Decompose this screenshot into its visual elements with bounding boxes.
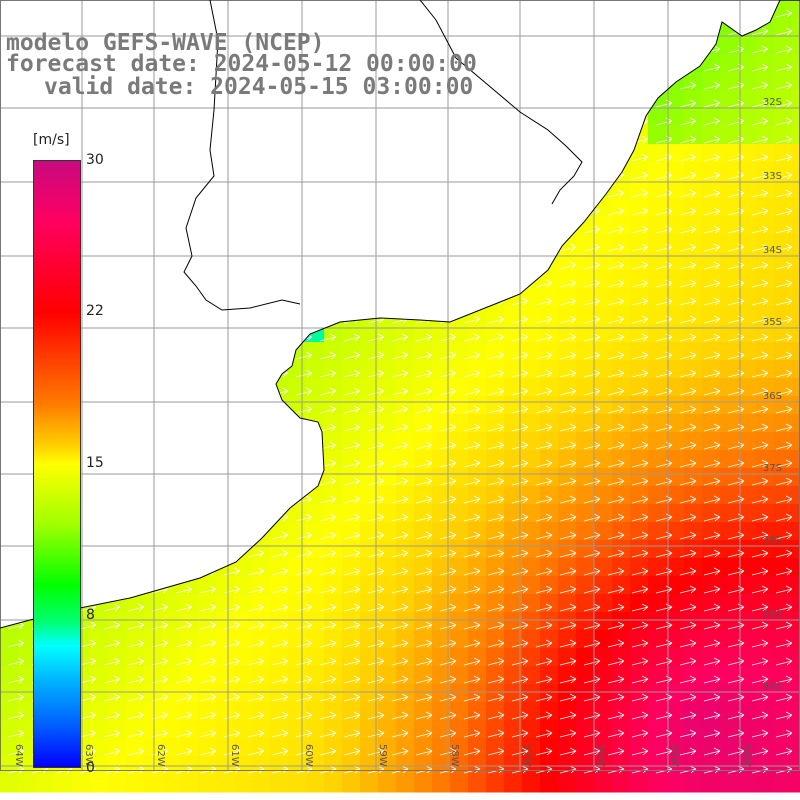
lat-label: 34S	[763, 245, 782, 256]
lon-label: 63W	[83, 744, 94, 767]
valid-date: valid date: 2024-05-15 03:00:00	[44, 74, 474, 100]
colorbar-tick-8: 8	[86, 607, 95, 623]
colorbar-tick-22: 22	[86, 303, 104, 319]
colorbar-tick-0: 0	[86, 760, 95, 776]
lat-label: 40S	[763, 681, 782, 692]
forecast-date: forecast date: 2024-05-12 00:00:00	[6, 51, 477, 77]
lon-label: 57W	[521, 744, 532, 767]
lon-label: 61W	[229, 744, 240, 767]
lon-label: 64W	[13, 744, 24, 767]
colorbar-tick-30: 30	[86, 152, 104, 168]
colorbar-unit: [m/s]	[33, 132, 70, 148]
lon-label: 60W	[303, 744, 314, 767]
lat-label: 35S	[763, 317, 782, 328]
colorbar-tick-15: 15	[86, 455, 104, 471]
lon-label: 59W	[377, 744, 388, 767]
lon-label: 55W	[669, 744, 680, 767]
lat-label: 37S	[763, 463, 782, 474]
lat-label: 32S	[763, 97, 782, 108]
lon-label: 62W	[155, 744, 166, 767]
lon-label: 54W	[741, 744, 752, 767]
lon-label: 58W	[449, 744, 460, 767]
model-title: modelo GEFS-WAVE (NCEP)	[6, 30, 325, 56]
lon-label: 56W	[595, 744, 606, 767]
lat-label: 39S	[763, 609, 782, 620]
colorbar	[33, 160, 81, 768]
lat-label: 36S	[763, 391, 782, 402]
lat-label: 38S	[763, 535, 782, 546]
lat-label: 33S	[763, 171, 782, 182]
